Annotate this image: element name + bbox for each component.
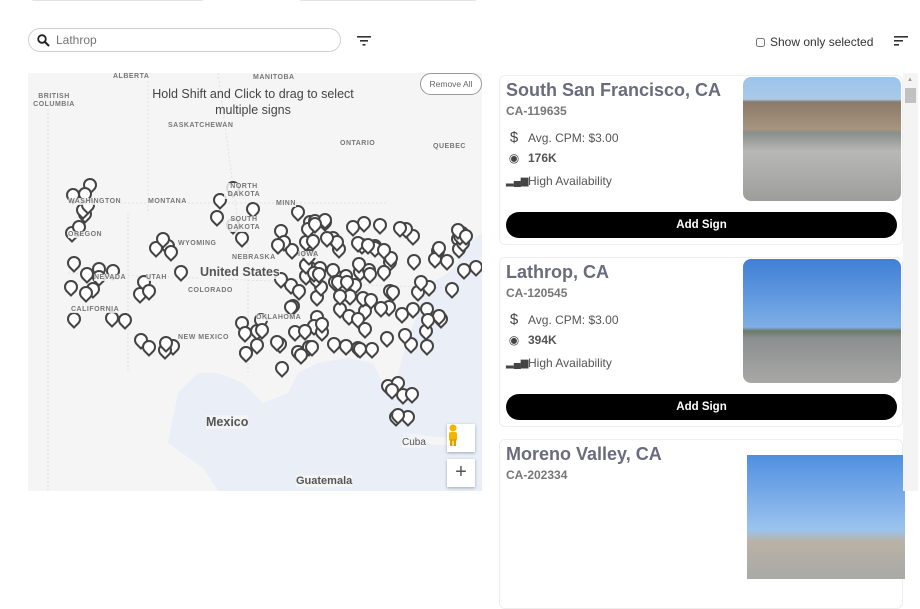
cards-scrollbar[interactable]: ▲ — [903, 73, 918, 491]
search-box[interactable] — [28, 28, 341, 52]
eye-icon: ◉ — [508, 333, 520, 347]
add-sign-button[interactable]: Add Sign — [506, 212, 897, 238]
map-label: NEBRASKA — [232, 254, 276, 261]
sign-availability: High Availability — [528, 174, 612, 188]
map-label-cuba: Cuba — [402, 437, 426, 448]
map-label-guatemala: Guatemala — [296, 475, 353, 487]
map-pin-icon[interactable] — [369, 215, 390, 236]
pegman-icon — [449, 424, 457, 446]
sign-cpm: Avg. CPM: $3.00 — [528, 312, 619, 327]
map-label: MANITOBA — [253, 74, 295, 81]
map-label: WYOMING — [178, 240, 217, 247]
map-pin-icon[interactable] — [442, 278, 463, 299]
signal-bars-icon: ▂▄▆ — [506, 175, 529, 187]
map-label: SASKATCHEWAN — [168, 122, 234, 129]
search-icon — [37, 33, 50, 47]
map-label: NEW MEXICO — [178, 334, 229, 341]
map-label: MINN — [276, 200, 296, 207]
sign-code: CA-202334 — [506, 468, 568, 482]
map-label-mexico: Mexico — [206, 415, 249, 429]
sign-code: CA-119635 — [506, 104, 567, 118]
zoom-in-button[interactable]: + — [447, 459, 475, 487]
map-pin-icon[interactable] — [272, 357, 292, 378]
map-label: SOUTH DAKOTA — [224, 216, 264, 232]
map-label: OREGON — [68, 231, 103, 238]
map-label: QUEBEC — [433, 143, 466, 150]
map-label: NORTH DAKOTA — [224, 183, 264, 199]
sign-card[interactable]: Lathrop, CA CA-120545 $ Avg. CPM: $3.00 ◉… — [499, 257, 903, 427]
map-label: BRITISH COLUMBIA — [32, 93, 76, 109]
show-only-selected-checkbox[interactable] — [756, 37, 765, 47]
scrollbar-thumb[interactable] — [905, 88, 916, 103]
map-label: MONTANA — [148, 198, 187, 205]
map-pin-icon[interactable] — [403, 250, 424, 271]
map-pin-icon[interactable] — [376, 328, 397, 348]
map-label: COLORADO — [188, 287, 233, 294]
sign-photo — [743, 259, 901, 383]
sign-title: Lathrop, CA — [506, 262, 609, 282]
map-label: OKLAHOMA — [256, 314, 302, 321]
sign-title: Moreno Valley, CA — [506, 444, 662, 464]
map-label: UTAH — [146, 274, 167, 281]
sign-photo — [747, 455, 905, 579]
map-label: CALIFORNIA — [71, 306, 120, 313]
map-pin-icon[interactable] — [416, 336, 437, 357]
show-only-selected[interactable]: Show only selected — [756, 35, 873, 49]
map-label: IOWA — [298, 251, 319, 258]
signal-bars-icon: ▂▄▆ — [506, 357, 529, 369]
sign-title: South San Francisco, CA — [506, 80, 722, 100]
map-label: ALBERTA — [113, 73, 150, 80]
map-pin-icon[interactable] — [115, 310, 135, 330]
sign-availability: High Availability — [528, 356, 612, 370]
map-pins — [28, 73, 482, 491]
add-sign-button[interactable]: Add Sign — [506, 394, 897, 420]
sign-card[interactable]: South San Francisco, CA CA-119635 $ Avg. … — [499, 75, 903, 245]
map-label-united-states: United States — [200, 265, 280, 279]
scroll-up-arrow-icon[interactable]: ▲ — [907, 77, 913, 83]
sign-impressions: 394K — [528, 333, 557, 347]
map-label: NEVADA — [94, 274, 127, 281]
sign-impressions: 176K — [528, 151, 557, 165]
map[interactable]: ALBERTA MANITOBA BRITISH COLUMBIA SASKAT… — [28, 73, 482, 491]
sign-cpm: Avg. CPM: $3.00 — [528, 130, 619, 145]
filter-icon[interactable] — [357, 36, 371, 47]
sign-photo — [743, 77, 901, 201]
sign-code: CA-120545 — [506, 286, 568, 300]
search-input[interactable] — [56, 33, 316, 47]
street-view-pegman[interactable] — [447, 424, 475, 452]
map-label: WASHINGTON — [68, 198, 122, 205]
dollar-icon: $ — [509, 129, 519, 146]
remove-all-button[interactable]: Remove All — [420, 73, 482, 95]
map-hint: Hold Shift and Click to drag to select m… — [152, 87, 354, 117]
sign-card[interactable]: Moreno Valley, CA CA-202334 — [499, 439, 905, 609]
map-pin-icon[interactable] — [170, 262, 191, 283]
map-label: ONTARIO — [340, 140, 376, 147]
dollar-icon: $ — [509, 311, 519, 328]
top-tab-1[interactable] — [30, 0, 205, 1]
show-only-selected-label: Show only selected — [770, 35, 874, 49]
sort-icon[interactable] — [894, 36, 908, 47]
eye-icon: ◉ — [508, 151, 520, 165]
top-tab-2[interactable] — [298, 0, 478, 1]
